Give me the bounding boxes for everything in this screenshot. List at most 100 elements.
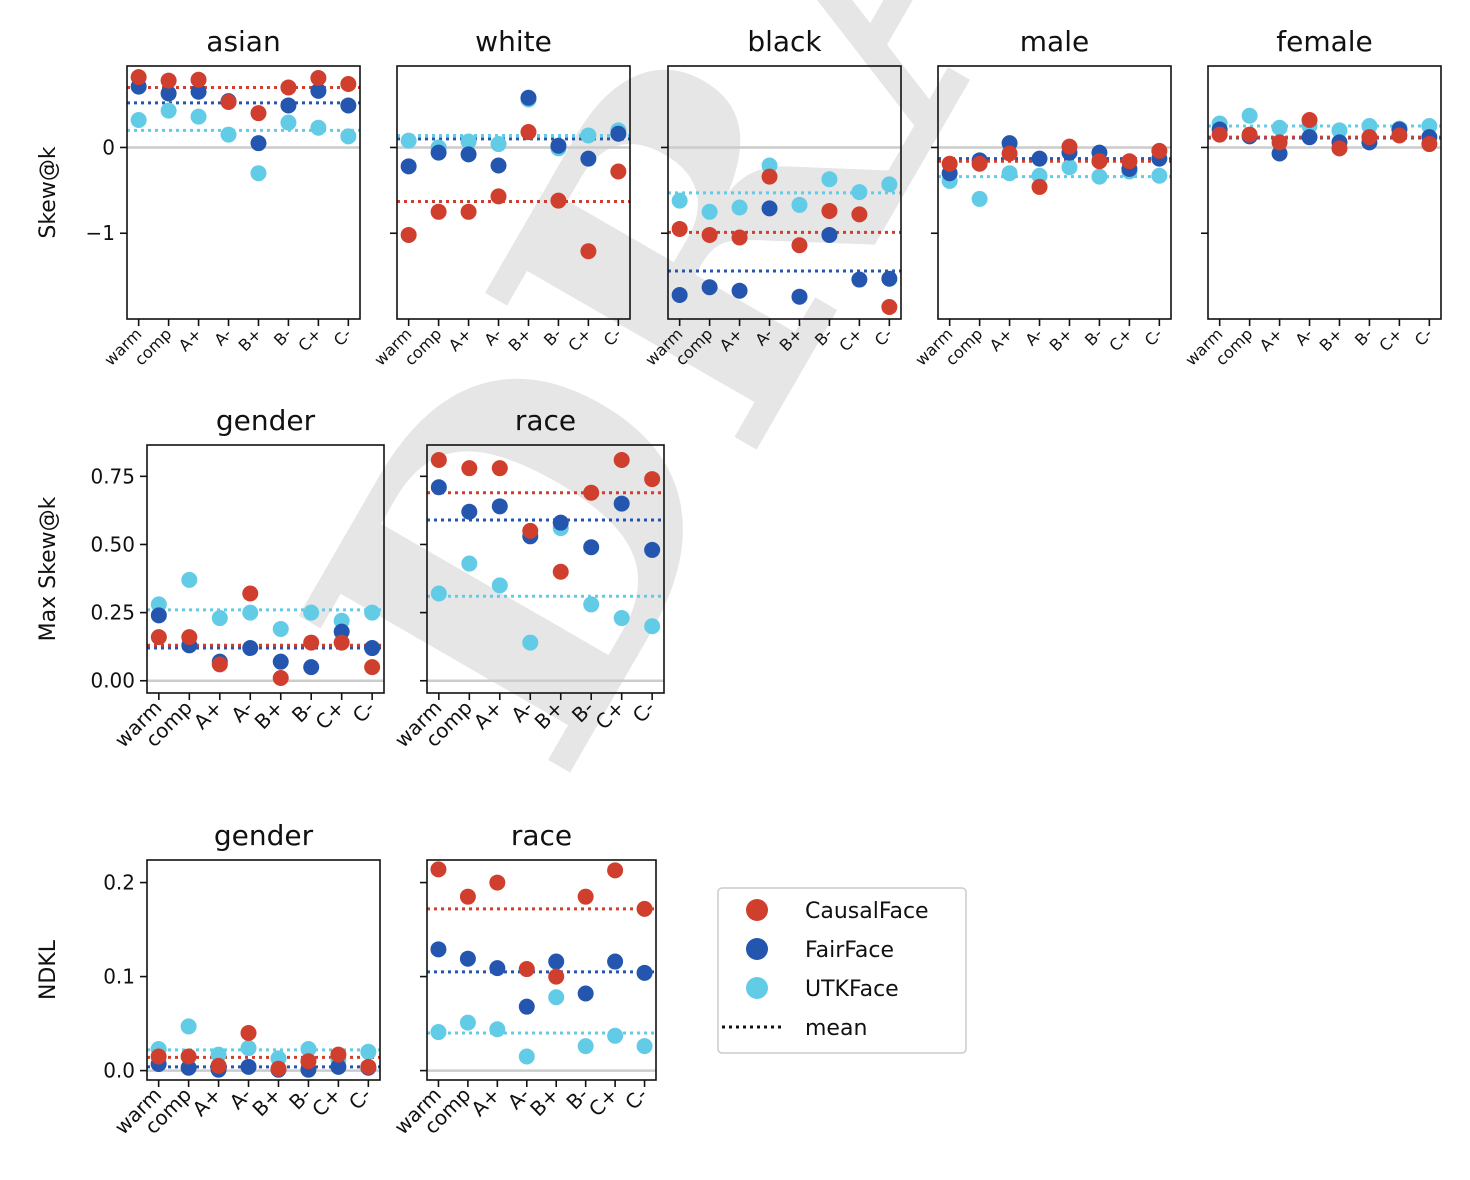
- legend: CausalFace FairFace UTKFace mean: [717, 887, 967, 1054]
- point-utkface-c: [360, 1043, 377, 1060]
- point-fairface-c: [851, 271, 868, 288]
- point-utkface-warm: [671, 192, 688, 209]
- point-fairface-warm: [430, 941, 447, 958]
- point-causalface-c: [364, 659, 381, 676]
- legend-label-fairface: FairFace: [805, 938, 894, 963]
- point-utkface-c: [340, 128, 357, 145]
- point-utkface-comp: [461, 555, 478, 572]
- point-utkface-b: [280, 114, 297, 131]
- x-tick-label-c: C+: [584, 1083, 623, 1122]
- point-causalface-comp: [461, 460, 478, 477]
- point-utkface-warm: [400, 132, 417, 149]
- point-utkface-b: [1061, 159, 1078, 176]
- point-utkface-a: [211, 610, 228, 627]
- point-fairface-a: [460, 146, 477, 163]
- point-fairface-comp: [430, 144, 447, 161]
- point-fairface-b: [303, 659, 320, 676]
- point-utkface-c: [613, 610, 630, 627]
- point-causalface-b: [250, 105, 267, 122]
- point-utkface-comp: [459, 1014, 476, 1031]
- plot-frame: [426, 859, 657, 1081]
- point-causalface-a: [731, 229, 748, 246]
- point-causalface-comp: [701, 226, 718, 243]
- point-causalface-a: [522, 522, 539, 539]
- point-causalface-warm: [671, 220, 688, 237]
- point-fairface-warm: [400, 158, 417, 175]
- point-causalface-warm: [1211, 126, 1228, 143]
- x-tick-label-b: B+: [250, 696, 289, 735]
- point-utkface-a: [220, 126, 237, 143]
- point-causalface-c: [310, 70, 327, 87]
- point-fairface-c: [364, 640, 381, 657]
- point-utkface-c: [1151, 167, 1168, 184]
- point-causalface-c: [360, 1058, 377, 1075]
- point-causalface-comp: [459, 888, 476, 905]
- y-tick-label: 0.0: [103, 1059, 135, 1083]
- y-tick-label: 0.2: [103, 871, 135, 895]
- point-utkface-b: [300, 1040, 317, 1057]
- point-utkface-a: [1001, 165, 1018, 182]
- panel-title: black: [747, 25, 822, 58]
- point-fairface-a: [761, 200, 778, 217]
- point-causalface-comp: [160, 72, 177, 89]
- y-tick-label: 0.1: [103, 965, 135, 989]
- x-tick-label-b: B-: [287, 696, 319, 728]
- point-utkface-b: [583, 596, 600, 613]
- point-fairface-b: [548, 953, 565, 970]
- point-causalface-c: [333, 634, 350, 651]
- point-fairface-comp: [180, 1059, 197, 1076]
- x-tick-label-a: A+: [188, 1083, 227, 1122]
- point-causalface-a: [220, 94, 237, 111]
- point-utkface-a: [491, 577, 508, 594]
- point-causalface-a: [1301, 112, 1318, 129]
- point-fairface-warm: [150, 607, 167, 624]
- point-causalface-b: [550, 192, 567, 209]
- point-utkface-a: [522, 634, 539, 651]
- point-fairface-c: [607, 953, 624, 970]
- point-fairface-c: [580, 150, 597, 167]
- legend-marker-utkface: [746, 977, 768, 999]
- point-causalface-b: [552, 563, 569, 580]
- point-utkface-b: [1361, 118, 1378, 135]
- point-fairface-b: [552, 514, 569, 531]
- panel-title: asian: [206, 25, 280, 58]
- point-fairface-warm: [430, 479, 447, 496]
- point-causalface-b: [300, 1053, 317, 1070]
- point-fairface-c: [644, 541, 661, 558]
- point-fairface-b: [520, 89, 537, 106]
- point-utkface-comp: [1241, 107, 1258, 124]
- point-fairface-comp: [701, 279, 718, 296]
- point-causalface-b: [520, 124, 537, 141]
- point-fairface-a: [1031, 150, 1048, 167]
- panel-title: white: [475, 25, 552, 58]
- point-fairface-c: [881, 270, 898, 287]
- x-tick-label-b: B-: [1081, 324, 1106, 349]
- point-utkface-comp: [701, 203, 718, 220]
- point-causalface-c: [1391, 127, 1408, 144]
- point-causalface-c: [1151, 142, 1168, 159]
- legend-label-utkface: UTKFace: [805, 977, 899, 1002]
- point-causalface-c: [607, 862, 624, 879]
- y-tick-label: 0.00: [90, 669, 135, 693]
- point-utkface-c: [644, 618, 661, 635]
- point-causalface-a: [190, 71, 207, 88]
- point-causalface-c: [1421, 136, 1438, 153]
- point-utkface-c: [881, 176, 898, 193]
- point-fairface-a: [242, 640, 259, 657]
- point-utkface-warm: [430, 1024, 447, 1041]
- y-tick-label: 0: [102, 135, 115, 159]
- point-fairface-c: [340, 97, 357, 114]
- point-causalface-warm: [150, 629, 167, 646]
- point-utkface-comp: [971, 190, 988, 207]
- point-utkface-a: [761, 157, 778, 174]
- point-utkface-a: [518, 1048, 535, 1065]
- point-fairface-b: [550, 137, 567, 154]
- point-causalface-c: [644, 471, 661, 488]
- point-utkface-warm: [130, 112, 147, 129]
- point-causalface-b: [270, 1060, 287, 1077]
- point-fairface-c: [610, 125, 627, 142]
- plot-frame: [426, 444, 665, 694]
- point-utkface-a: [1271, 119, 1288, 136]
